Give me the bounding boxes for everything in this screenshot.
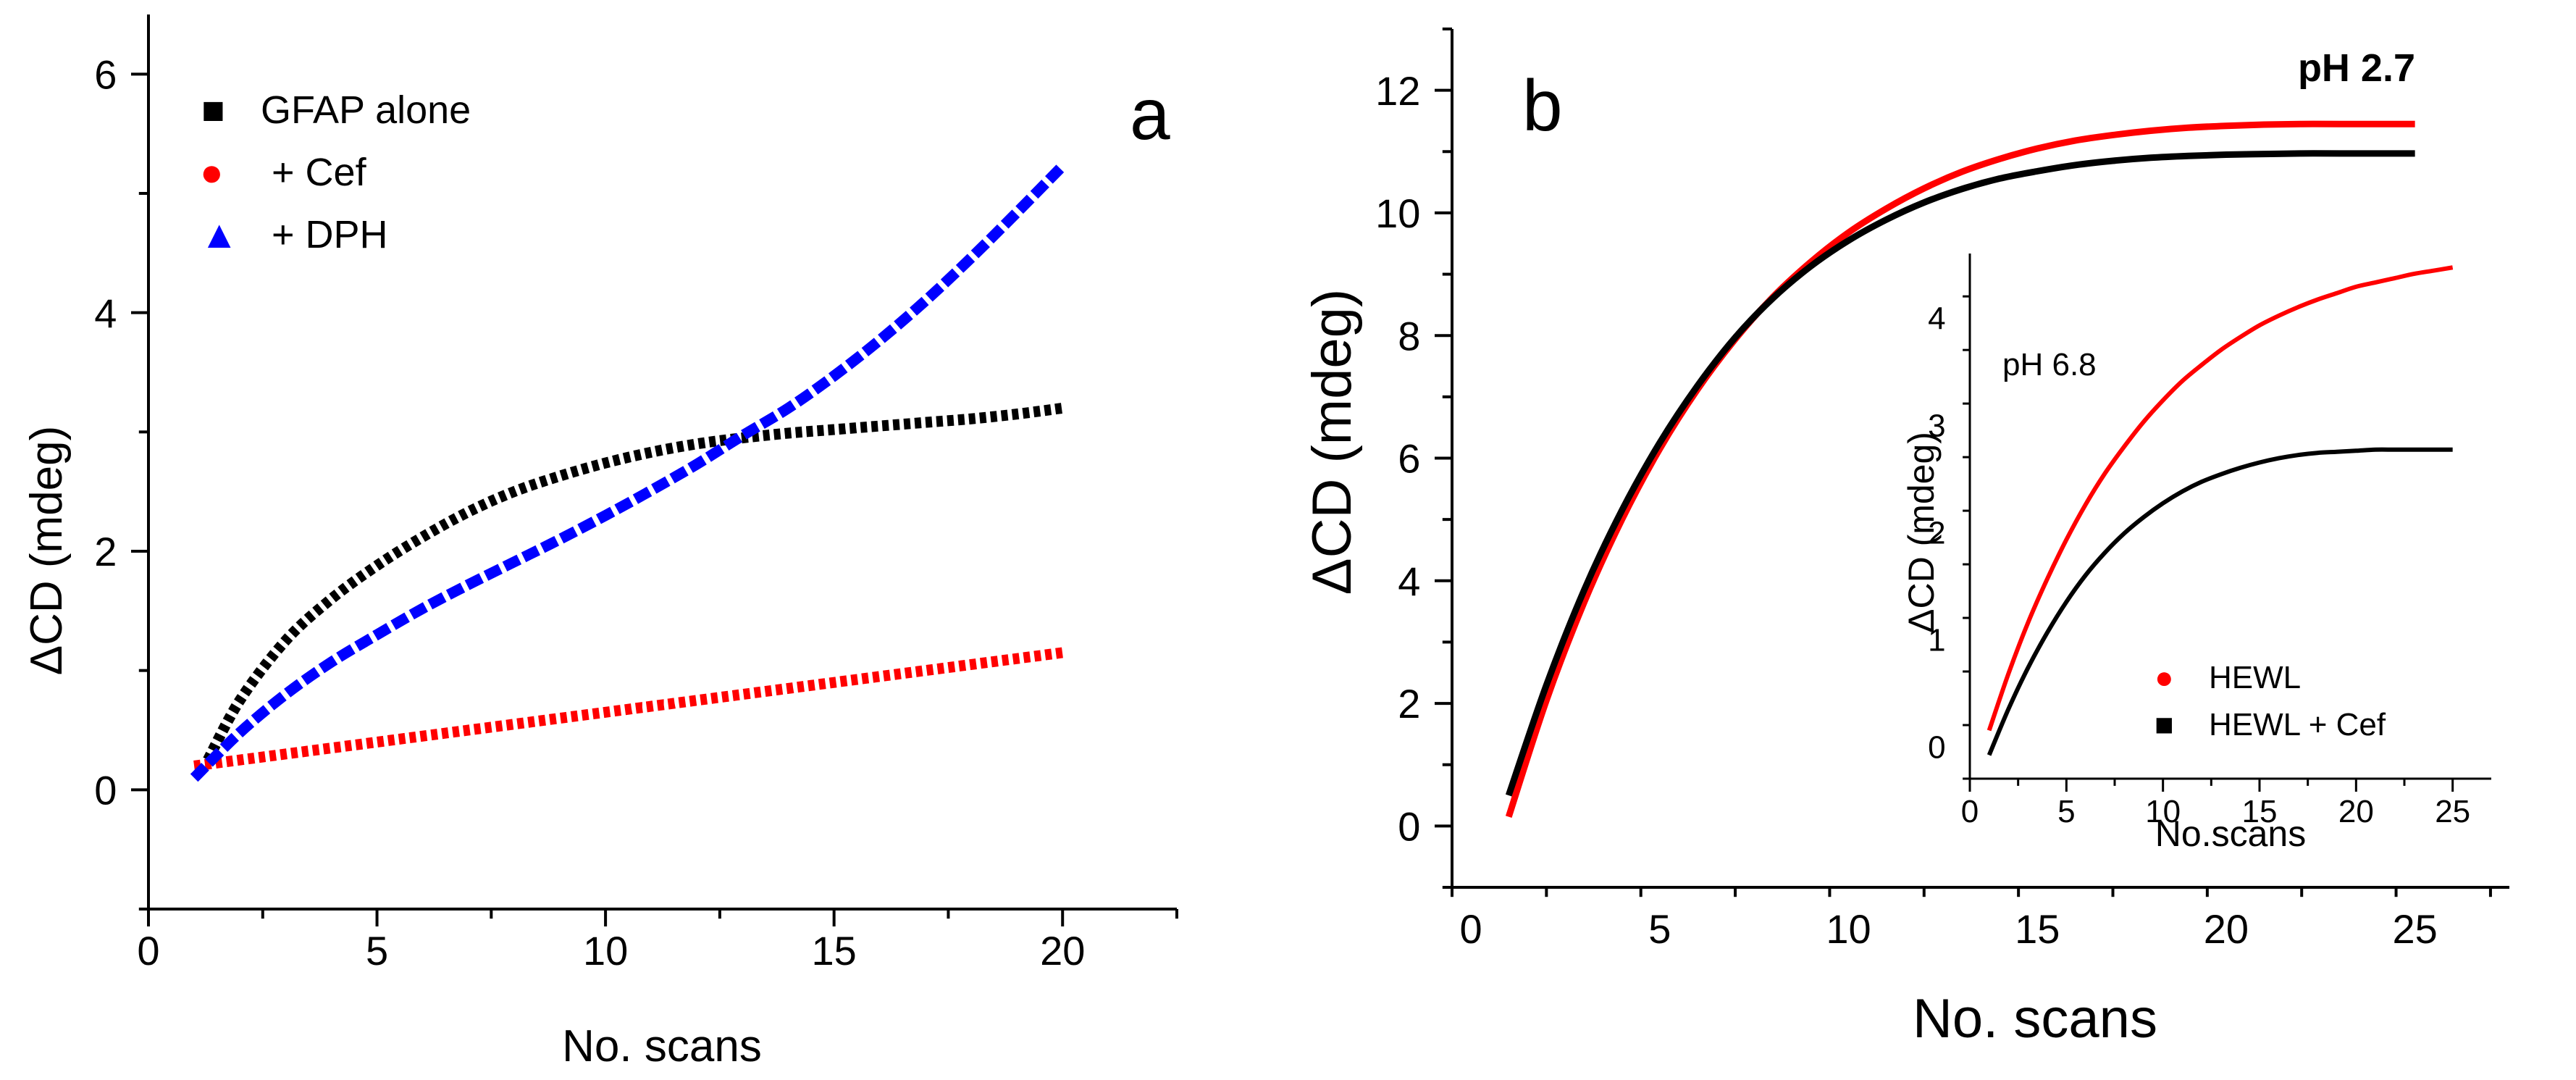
legend-label: GFAP alone bbox=[261, 88, 471, 132]
panel-b-series bbox=[1505, 120, 2415, 819]
panel-a-series bbox=[190, 162, 1067, 782]
inset-x-axis-label: No.scans bbox=[2155, 813, 2306, 854]
panel-b-inset: 0 5 10 15 20 25 0 1 2 3 4 No.scans ΔCD (mdeg) pH 6… bbox=[1901, 254, 2491, 854]
panel-a-axes: 0 5 10 15 20 0 2 4 6 bbox=[94, 14, 1178, 974]
legend-item-gfap-alone: ■ GFAP alone bbox=[201, 88, 471, 132]
x-tick-label: 15 bbox=[2015, 906, 2060, 952]
y-tick-label: 3 bbox=[1928, 409, 1945, 444]
x-tick-label: 5 bbox=[1648, 906, 1671, 952]
legend-label: + Cef bbox=[272, 151, 367, 194]
legend-marker-circle: ● bbox=[200, 151, 224, 194]
x-tick-label: 0 bbox=[1961, 794, 1979, 829]
panel-a-legend: ■ GFAP alone ● + Cef ▲ + DPH bbox=[200, 88, 471, 256]
panel-a: 0 5 10 15 20 0 2 4 6 No. scans ΔCD (mdeg) a ■ GF… bbox=[22, 14, 1178, 1071]
inset-legend-item-hewl-cef: ■ HEWL + Cef bbox=[2155, 707, 2386, 742]
x-tick-label: 20 bbox=[1040, 928, 1085, 974]
inset-y-axis-label: ΔCD (mdeg) bbox=[1901, 432, 1942, 633]
x-tick-label: 5 bbox=[2057, 794, 2075, 829]
legend-marker-square: ■ bbox=[201, 88, 225, 132]
x-tick-label: 0 bbox=[1459, 906, 1482, 952]
inset-condition-label: pH 6.8 bbox=[2002, 347, 2097, 382]
y-tick-label: 6 bbox=[94, 51, 117, 97]
x-tick-label: 10 bbox=[2145, 794, 2181, 829]
series-line-hewl-cef bbox=[1505, 150, 2415, 797]
x-tick-label: 25 bbox=[2392, 906, 2437, 952]
inset-axes: 0 5 10 15 20 25 0 1 2 3 4 bbox=[1928, 254, 2491, 829]
panel-b-x-axis-label: No. scans bbox=[1913, 988, 2157, 1050]
panel-a-x-axis-label: No. scans bbox=[562, 1021, 762, 1071]
series-line-hewl bbox=[1505, 120, 2415, 819]
y-tick-label: 4 bbox=[1928, 301, 1945, 337]
legend-marker-circle: ● bbox=[2155, 660, 2174, 695]
y-tick-label: 8 bbox=[1398, 313, 1420, 359]
inset-series-line-hewl bbox=[1986, 265, 2454, 732]
x-tick-label: 15 bbox=[2242, 794, 2278, 829]
panel-b-y-axis-label: ΔCD (mdeg) bbox=[1301, 289, 1363, 595]
panel-a-letter: a bbox=[1130, 74, 1170, 155]
legend-marker-triangle: ▲ bbox=[200, 213, 238, 256]
inset-series-line-hewl-cef bbox=[1986, 447, 2453, 756]
x-tick-label: 10 bbox=[1826, 906, 1871, 952]
inset-legend-item-hewl: ● HEWL bbox=[2155, 660, 2301, 695]
legend-label: HEWL + Cef bbox=[2209, 707, 2386, 742]
x-tick-label: 15 bbox=[812, 928, 857, 974]
x-tick-label: 20 bbox=[2204, 906, 2249, 952]
legend-item-cef: ● + Cef bbox=[200, 151, 367, 194]
x-tick-label: 20 bbox=[2338, 794, 2374, 829]
y-tick-label: 12 bbox=[1375, 68, 1420, 114]
y-tick-label: 0 bbox=[1398, 804, 1420, 850]
legend-marker-square: ■ bbox=[2155, 707, 2174, 742]
series-line-dph bbox=[190, 162, 1067, 782]
series-line-cef bbox=[193, 647, 1064, 771]
legend-item-dph: ▲ + DPH bbox=[200, 213, 388, 256]
x-tick-label: 5 bbox=[366, 928, 388, 974]
y-tick-label: 10 bbox=[1375, 191, 1420, 236]
y-tick-label: 4 bbox=[94, 290, 117, 336]
inset-series bbox=[1986, 265, 2454, 756]
y-tick-label: 2 bbox=[94, 529, 117, 574]
y-tick-label: 0 bbox=[1928, 729, 1945, 765]
y-tick-label: 0 bbox=[94, 767, 117, 813]
y-tick-label: 2 bbox=[1398, 681, 1420, 727]
inset-legend: ● HEWL ■ HEWL + Cef bbox=[2155, 660, 2386, 742]
y-tick-label: 6 bbox=[1398, 436, 1420, 482]
series-line-gfap-alone bbox=[203, 402, 1064, 763]
panel-a-y-axis-label: ΔCD (mdeg) bbox=[22, 426, 72, 676]
legend-label: HEWL bbox=[2209, 660, 2301, 695]
panel-b-condition-label: pH 2.7 bbox=[2298, 46, 2415, 90]
panel-b-letter: b bbox=[1522, 65, 1563, 146]
y-tick-label: 4 bbox=[1398, 558, 1420, 604]
y-tick-label: 1 bbox=[1928, 622, 1945, 658]
x-tick-label: 10 bbox=[583, 928, 628, 974]
x-tick-label: 0 bbox=[137, 928, 159, 974]
x-tick-label: 25 bbox=[2435, 794, 2470, 829]
legend-label: + DPH bbox=[272, 213, 388, 256]
y-tick-label: 2 bbox=[1928, 516, 1945, 551]
